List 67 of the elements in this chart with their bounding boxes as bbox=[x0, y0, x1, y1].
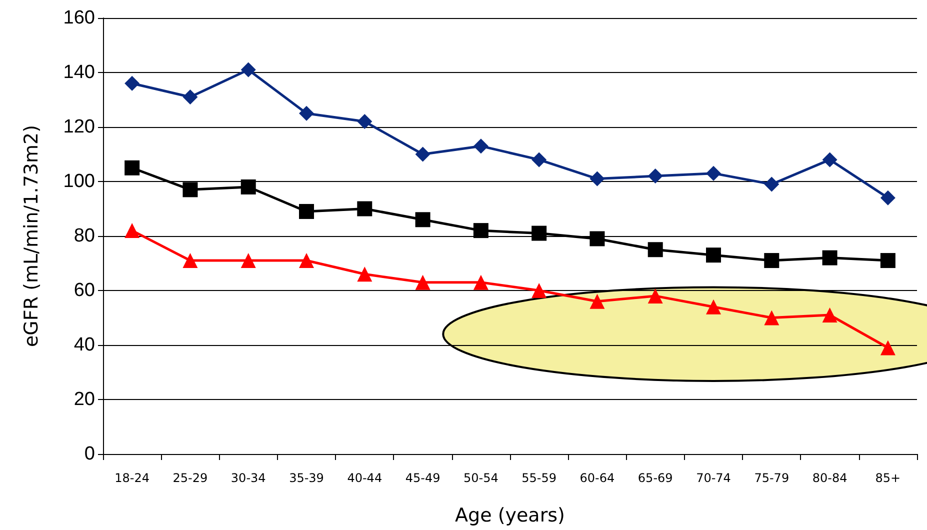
point bbox=[182, 90, 198, 105]
y-tick-label: 60 bbox=[74, 280, 95, 301]
y-tick-label: 100 bbox=[63, 171, 95, 192]
point bbox=[473, 138, 488, 154]
x-tick-label: 50-54 bbox=[463, 471, 498, 485]
x-tick-label: 35-39 bbox=[289, 471, 324, 485]
point bbox=[124, 223, 140, 238]
x-tick-label: 75-79 bbox=[754, 471, 790, 485]
x-tick-label: 40-44 bbox=[347, 471, 382, 485]
point bbox=[880, 253, 896, 268]
y-tick-label: 20 bbox=[74, 389, 95, 410]
point bbox=[357, 266, 372, 282]
y-tick-label: 40 bbox=[74, 334, 95, 356]
point bbox=[764, 310, 780, 326]
point bbox=[357, 201, 372, 216]
point bbox=[299, 204, 314, 219]
x-tick-label: 55-59 bbox=[522, 471, 557, 485]
point bbox=[590, 171, 605, 186]
x-tick-label: 80-84 bbox=[812, 471, 848, 485]
y-axis-title: eGFR (mL/min/1.73m2) bbox=[20, 124, 42, 348]
point bbox=[415, 146, 430, 162]
y-tick-label: 140 bbox=[63, 62, 95, 83]
point bbox=[240, 62, 256, 78]
point bbox=[648, 242, 663, 258]
point bbox=[415, 274, 430, 290]
point bbox=[880, 340, 896, 356]
point bbox=[706, 166, 721, 181]
point bbox=[764, 176, 780, 192]
x-tick-label: 30-34 bbox=[230, 471, 266, 485]
point bbox=[764, 253, 780, 268]
x-axis-title: Age (years) bbox=[455, 504, 565, 526]
point bbox=[240, 179, 256, 194]
point bbox=[822, 308, 838, 323]
point bbox=[706, 248, 721, 263]
x-tick-label: 85+ bbox=[875, 471, 901, 485]
point bbox=[124, 160, 140, 176]
point bbox=[532, 283, 547, 298]
point bbox=[648, 288, 663, 304]
x-tick-label: 25-29 bbox=[172, 471, 208, 485]
point bbox=[124, 76, 140, 91]
point bbox=[182, 253, 198, 268]
point bbox=[182, 182, 198, 198]
point bbox=[415, 212, 430, 228]
point bbox=[822, 250, 838, 266]
point bbox=[357, 114, 372, 130]
point bbox=[590, 231, 605, 246]
point bbox=[822, 152, 838, 168]
x-tick-label: 70-74 bbox=[696, 471, 731, 485]
y-tick-label: 0 bbox=[84, 444, 95, 464]
x-tick-label: 60-64 bbox=[580, 471, 615, 485]
y-tick-label: 80 bbox=[74, 226, 95, 246]
point bbox=[473, 274, 488, 290]
point bbox=[590, 294, 605, 309]
point bbox=[299, 253, 314, 268]
point bbox=[880, 190, 896, 206]
point bbox=[532, 226, 547, 241]
point bbox=[299, 106, 314, 121]
x-tick-label: 18-24 bbox=[114, 471, 150, 485]
point bbox=[473, 223, 488, 238]
point bbox=[706, 299, 721, 314]
y-tick-label: 120 bbox=[63, 116, 95, 138]
x-tick-label: 45-49 bbox=[405, 471, 440, 485]
point bbox=[648, 168, 663, 184]
y-tick-label: 160 bbox=[63, 8, 95, 28]
point bbox=[532, 152, 547, 168]
x-tick-label: 65-69 bbox=[638, 471, 673, 485]
point bbox=[240, 253, 256, 268]
